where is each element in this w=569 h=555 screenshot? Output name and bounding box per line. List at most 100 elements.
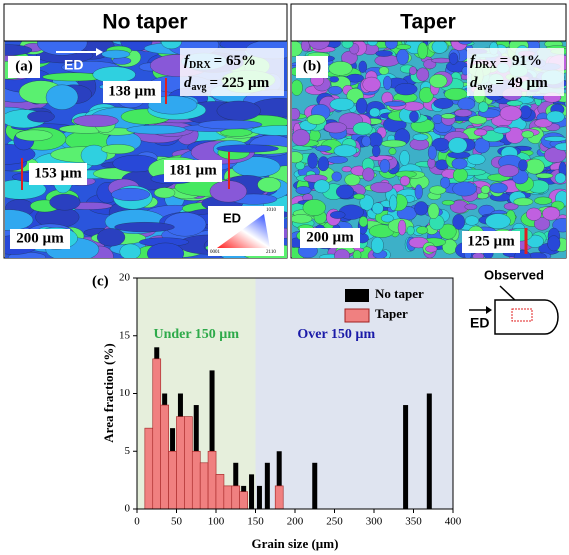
panel-label: (a) bbox=[15, 58, 33, 74]
grain bbox=[15, 129, 53, 142]
grain bbox=[317, 156, 330, 172]
grain bbox=[418, 87, 434, 103]
grain bbox=[353, 193, 365, 200]
direction-label: ED bbox=[470, 315, 489, 331]
ebsd-map bbox=[292, 41, 566, 258]
panel-header: No taper bbox=[102, 11, 187, 34]
grain bbox=[383, 75, 392, 91]
grain bbox=[417, 42, 428, 60]
grain bbox=[429, 185, 447, 195]
y-tick-label: 0 bbox=[125, 503, 131, 515]
grain bbox=[295, 186, 312, 195]
grain bbox=[362, 76, 381, 92]
grain bbox=[371, 202, 384, 215]
bar bbox=[152, 358, 162, 510]
grain bbox=[362, 167, 375, 182]
y-tick-label: 5 bbox=[125, 445, 131, 457]
label-box bbox=[10, 229, 70, 249]
x-tick-label: 300 bbox=[366, 516, 383, 528]
x-tick-label: 150 bbox=[247, 516, 264, 528]
grain bbox=[526, 207, 542, 221]
grain bbox=[397, 219, 407, 236]
grain bbox=[399, 175, 410, 186]
scale-bar-label: 200 µm bbox=[306, 229, 354, 245]
bar bbox=[168, 450, 177, 510]
grain bbox=[440, 176, 451, 189]
bar bbox=[276, 451, 282, 509]
grain bbox=[396, 49, 409, 65]
bar bbox=[264, 462, 270, 509]
grain bbox=[465, 215, 479, 226]
legend-label: No taper bbox=[375, 286, 424, 301]
grain bbox=[379, 158, 391, 173]
bar bbox=[239, 491, 248, 510]
grain bbox=[427, 145, 437, 160]
grain bbox=[198, 119, 263, 130]
grain bbox=[384, 101, 406, 107]
y-tick-label: 20 bbox=[119, 272, 131, 284]
grain bbox=[478, 101, 489, 113]
bar bbox=[209, 370, 215, 509]
grain bbox=[542, 206, 560, 221]
x-tick-label: 250 bbox=[326, 516, 343, 528]
bar bbox=[426, 393, 432, 509]
grain bbox=[425, 245, 438, 253]
grain bbox=[344, 173, 361, 186]
grain bbox=[334, 248, 350, 258]
grain bbox=[292, 108, 301, 120]
grain bbox=[327, 156, 348, 164]
grain bbox=[395, 44, 412, 50]
grain bbox=[480, 185, 491, 194]
x-tick-label: 200 bbox=[287, 516, 304, 528]
grain bbox=[454, 109, 473, 117]
panel-label: (c) bbox=[92, 273, 109, 289]
grain bbox=[441, 113, 456, 119]
grain bbox=[331, 171, 342, 182]
x-tick-label: 50 bbox=[171, 516, 183, 528]
grain bbox=[534, 118, 553, 128]
grain bbox=[464, 203, 478, 210]
grain bbox=[328, 61, 353, 76]
grain bbox=[147, 242, 184, 258]
bar bbox=[223, 485, 233, 510]
grain bbox=[547, 235, 561, 252]
grain bbox=[513, 197, 534, 206]
grain bbox=[525, 158, 545, 175]
grain bbox=[544, 136, 566, 142]
fdrx-text: fDRX = 91% bbox=[470, 53, 542, 71]
grain bbox=[358, 60, 367, 73]
bar bbox=[256, 485, 262, 509]
grain bbox=[493, 126, 511, 134]
grain bbox=[534, 196, 553, 205]
grain bbox=[409, 110, 419, 123]
arrow-head bbox=[96, 48, 103, 56]
annotation: 181 µm bbox=[169, 162, 217, 178]
bar bbox=[215, 474, 225, 510]
legend-swatch bbox=[344, 308, 370, 323]
bar bbox=[160, 404, 169, 510]
grain bbox=[306, 114, 326, 125]
bar bbox=[312, 462, 318, 509]
label-box bbox=[164, 160, 222, 182]
grain bbox=[546, 110, 565, 123]
annotation: 125 µm bbox=[467, 233, 515, 249]
grain bbox=[370, 181, 393, 193]
annotation: 138 µm bbox=[108, 83, 156, 99]
grain bbox=[358, 216, 368, 228]
grain bbox=[301, 41, 310, 52]
grain bbox=[96, 228, 126, 247]
grain bbox=[535, 172, 554, 179]
grain bbox=[427, 203, 440, 219]
grain bbox=[554, 172, 566, 184]
grain bbox=[414, 184, 423, 200]
schematic-label: Observed bbox=[484, 267, 544, 282]
legend-label: Taper bbox=[375, 306, 408, 321]
x-tick-label: 100 bbox=[208, 516, 225, 528]
bar bbox=[144, 427, 154, 510]
bar bbox=[231, 485, 241, 510]
grain bbox=[361, 135, 371, 147]
bar bbox=[184, 416, 193, 510]
grain bbox=[341, 166, 352, 173]
label-box bbox=[29, 163, 87, 185]
grain bbox=[372, 144, 381, 158]
